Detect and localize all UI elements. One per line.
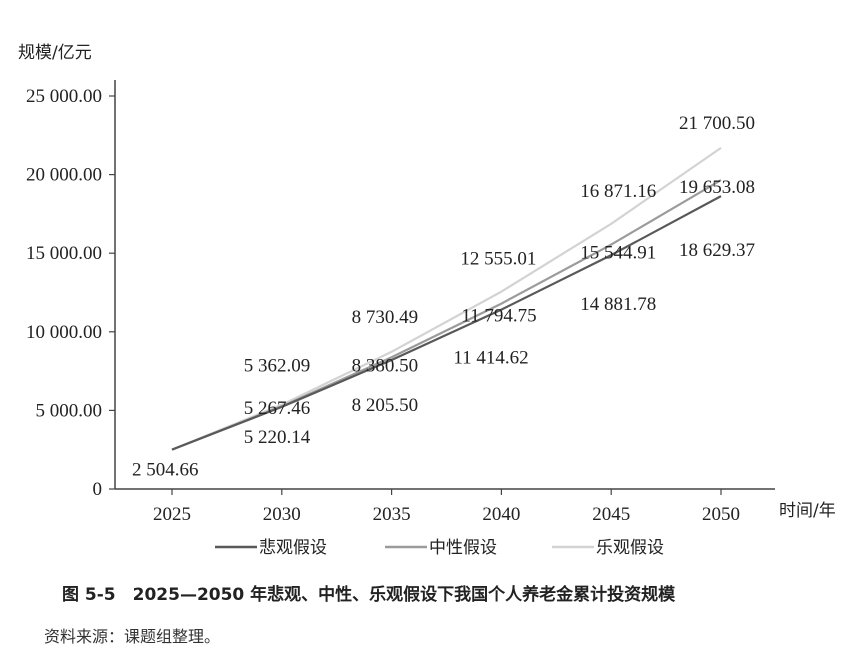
series-line-pessimistic: [171, 195, 722, 451]
legend-label: 悲观假设: [259, 538, 327, 558]
data-label-neutral: 19 653.08: [679, 177, 755, 198]
y-tick-label: 15 000.00: [26, 243, 102, 264]
x-tick-label: 2040: [482, 504, 520, 525]
line-chart: 规模/亿元 时间/年 0 5 000.00 10 000.00 15 000.00 20…: [18, 43, 836, 558]
data-label-pessimistic: 14 881.78: [580, 294, 656, 315]
y-tick-label: 25 000.00: [26, 86, 102, 107]
data-label-neutral: 15 544.91: [580, 243, 656, 264]
data-label-neutral: 11 794.75: [461, 306, 536, 327]
x-tick-label: 2035: [373, 504, 411, 525]
x-tick-label: 2030: [263, 504, 301, 525]
y-tick-label: 0: [93, 479, 103, 500]
data-label-pessimistic: 11 414.62: [453, 348, 528, 369]
x-tick-label: 2045: [592, 504, 630, 525]
data-label-optimistic: 5 362.09: [244, 356, 310, 377]
y-axis-title: 规模/亿元: [18, 43, 92, 63]
legend-label: 乐观假设: [596, 538, 664, 558]
figure-caption: 图 5-5 2025—2050 年悲观、中性、乐观假设下我国个人养老金累计投资规…: [62, 585, 676, 605]
series-line-optimistic: [171, 146, 722, 451]
data-label-pessimistic: 18 629.37: [679, 240, 755, 261]
data-labels: 2 504.66 5 220.14 8 205.50 11 414.62 14 881.…: [132, 113, 755, 481]
data-label-pessimistic: 5 220.14: [244, 427, 311, 448]
x-tick-label: 2050: [702, 504, 740, 525]
data-label-optimistic: 21 700.50: [679, 113, 755, 134]
x-axis-title: 时间/年: [779, 501, 836, 521]
data-label-optimistic: 12 555.01: [460, 249, 536, 270]
source-note: 资料来源：课题组整理。: [44, 627, 221, 646]
y-tick-label: 10 000.00: [26, 322, 102, 343]
data-label-pessimistic: 8 205.50: [352, 395, 419, 416]
x-tick-label: 2025: [153, 504, 191, 525]
data-label-neutral: 5 267.46: [244, 398, 310, 419]
y-tick-label: 20 000.00: [26, 165, 102, 186]
legend-label: 中性假设: [429, 538, 497, 558]
data-label-neutral: 8 380.50: [352, 355, 419, 376]
data-label-optimistic: 8 730.49: [352, 307, 419, 328]
data-label-pessimistic: 2 504.66: [132, 460, 199, 481]
legend: 悲观假设 中性假设 乐观假设: [215, 538, 664, 558]
data-label-optimistic: 16 871.16: [580, 181, 656, 202]
axes: 0 5 000.00 10 000.00 15 000.00 20 000.00 25 0…: [26, 80, 775, 525]
y-tick-label: 5 000.00: [36, 400, 103, 421]
series-lines: [171, 146, 722, 451]
